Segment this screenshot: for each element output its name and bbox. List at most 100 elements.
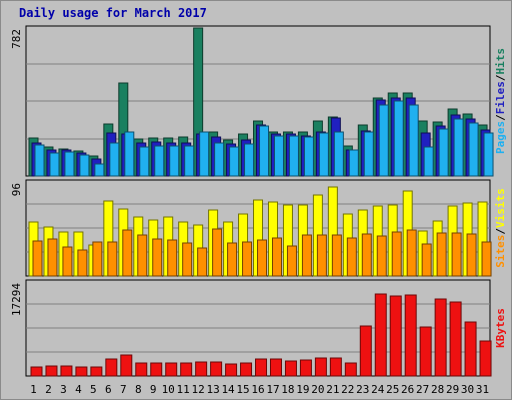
legend-visits: Visits — [494, 188, 507, 228]
bar-kbytes-day-24 — [374, 293, 387, 377]
bar-sites-day-5 — [92, 241, 103, 277]
legend-separator: / — [494, 74, 507, 81]
bar-kbytes-day-22 — [344, 362, 357, 377]
bar-kbytes-day-30 — [464, 321, 477, 377]
bar-kbytes-day-27 — [419, 326, 432, 377]
bar-kbytes-day-3 — [60, 365, 73, 377]
bar-pages-day-20 — [318, 132, 329, 177]
bar-pages-day-22 — [348, 149, 359, 177]
x-tick-day-26: 26 — [401, 383, 414, 396]
bar-sites-day-23 — [361, 233, 372, 277]
bar-kbytes-day-2 — [45, 365, 58, 377]
x-tick-day-10: 10 — [162, 383, 175, 396]
bar-kbytes-day-7 — [120, 354, 133, 377]
bar-pages-day-10 — [169, 145, 180, 177]
bar-pages-day-12 — [199, 131, 210, 177]
x-tick-day-12: 12 — [192, 383, 205, 396]
bar-sites-day-22 — [346, 237, 357, 277]
x-tick-day-29: 29 — [446, 383, 459, 396]
bar-pages-day-8 — [139, 146, 150, 177]
legend-pages: Pages — [494, 121, 507, 154]
bar-sites-day-6 — [107, 241, 118, 277]
bar-sites-day-1 — [32, 240, 43, 277]
bar-pages-day-17 — [273, 135, 284, 177]
bar-sites-day-30 — [466, 233, 477, 277]
bar-kbytes-day-25 — [389, 295, 402, 377]
x-tick-day-21: 21 — [326, 383, 339, 396]
bar-pages-day-6 — [109, 142, 120, 177]
x-tick-day-9: 9 — [150, 383, 157, 396]
bar-pages-day-19 — [303, 136, 314, 177]
legend-kbytes: KBytes — [494, 308, 507, 348]
x-tick-day-23: 23 — [356, 383, 369, 396]
bar-sites-day-27 — [421, 243, 432, 277]
bar-kbytes-day-10 — [165, 362, 178, 377]
bar-pages-day-2 — [49, 152, 60, 177]
bar-pages-day-9 — [154, 145, 165, 177]
bar-kbytes-day-16 — [255, 358, 268, 377]
x-tick-day-31: 31 — [476, 383, 489, 396]
bar-sites-day-19 — [301, 234, 312, 277]
x-tick-day-11: 11 — [177, 383, 190, 396]
side-legend: Sites/Visits — [494, 188, 507, 268]
bar-sites-day-16 — [257, 239, 268, 277]
bar-sites-day-2 — [47, 238, 58, 277]
x-tick-day-7: 7 — [120, 383, 127, 396]
bar-pages-day-26 — [408, 104, 419, 177]
bar-pages-day-3 — [64, 151, 75, 177]
bar-kbytes-day-28 — [434, 298, 447, 377]
bar-kbytes-day-19 — [299, 359, 312, 377]
chart-title: Daily usage for March 2017 — [19, 6, 207, 20]
bar-kbytes-day-6 — [105, 358, 118, 377]
bar-kbytes-day-8 — [135, 362, 148, 377]
bar-pages-day-31 — [483, 132, 494, 177]
bar-pages-day-29 — [453, 118, 464, 177]
bar-kbytes-day-13 — [210, 361, 223, 377]
x-tick-day-13: 13 — [206, 383, 219, 396]
side-legend: Pages/Files/Hits — [494, 48, 507, 154]
bar-pages-day-24 — [378, 104, 389, 177]
x-tick-day-27: 27 — [416, 383, 429, 396]
legend-sites: Sites — [494, 235, 507, 268]
bar-kbytes-day-31 — [479, 340, 492, 377]
bar-kbytes-day-23 — [359, 325, 372, 377]
bar-pages-day-25 — [393, 100, 404, 177]
bar-pages-day-4 — [79, 154, 90, 177]
bar-kbytes-day-18 — [284, 360, 297, 377]
y-max-label: 782 — [10, 29, 23, 49]
legend-hits: Hits — [494, 48, 507, 75]
bar-kbytes-day-4 — [75, 366, 88, 377]
bar-sites-day-24 — [376, 235, 387, 277]
bar-pages-day-5 — [94, 163, 105, 177]
y-max-label: 17294 — [10, 283, 23, 316]
bar-kbytes-day-1 — [30, 366, 43, 377]
x-tick-day-6: 6 — [105, 383, 112, 396]
bar-sites-day-25 — [391, 231, 402, 277]
bar-pages-day-11 — [184, 145, 195, 177]
bar-sites-day-8 — [137, 234, 148, 277]
bar-kbytes-day-26 — [404, 294, 417, 377]
bar-sites-day-26 — [406, 229, 417, 277]
bar-sites-day-7 — [122, 229, 133, 277]
bar-sites-day-14 — [227, 242, 238, 277]
y-max-label: 96 — [10, 183, 23, 196]
bar-kbytes-day-17 — [269, 358, 282, 377]
x-tick-day-18: 18 — [281, 383, 294, 396]
bar-pages-day-7 — [124, 131, 135, 177]
legend-files: Files — [494, 81, 507, 114]
bar-sites-day-29 — [451, 232, 462, 277]
x-tick-day-14: 14 — [221, 383, 235, 396]
bar-kbytes-day-20 — [314, 357, 327, 377]
bar-pages-day-23 — [363, 131, 374, 177]
bar-kbytes-day-11 — [180, 362, 193, 377]
bar-kbytes-day-15 — [240, 362, 253, 377]
legend-separator: / — [494, 228, 507, 235]
bar-sites-day-4 — [77, 249, 88, 277]
bar-pages-day-15 — [244, 143, 255, 177]
bar-kbytes-day-14 — [225, 363, 238, 377]
x-tick-day-4: 4 — [75, 383, 82, 396]
x-tick-day-16: 16 — [251, 383, 264, 396]
bar-pages-day-30 — [468, 122, 479, 177]
